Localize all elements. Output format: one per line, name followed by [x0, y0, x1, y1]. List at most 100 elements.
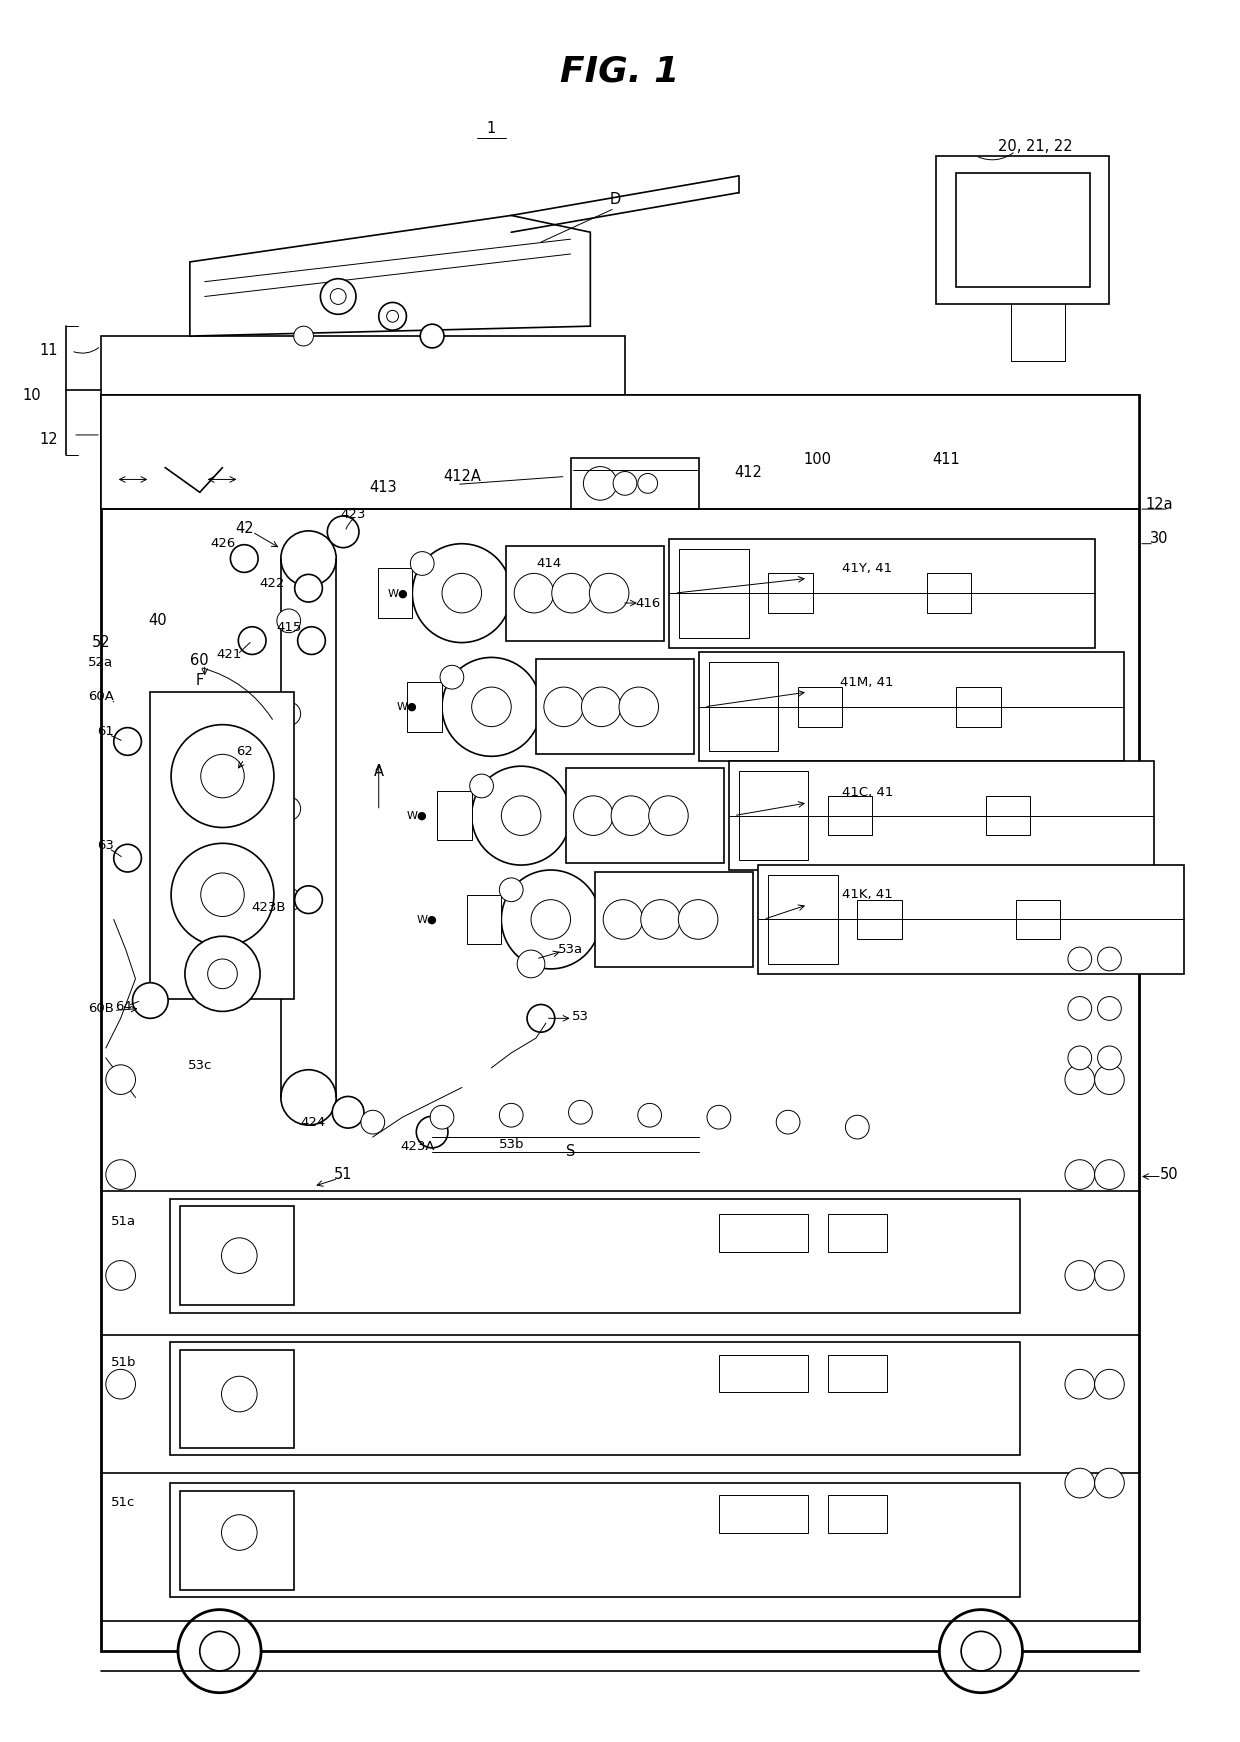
Bar [699, 653, 1125, 761]
Circle shape [582, 686, 621, 726]
Text: 51: 51 [334, 1167, 352, 1183]
Text: 10: 10 [22, 388, 41, 402]
Text: 53a: 53a [558, 942, 583, 956]
Circle shape [295, 887, 322, 913]
Circle shape [294, 326, 314, 347]
Circle shape [470, 773, 494, 798]
Text: 42: 42 [234, 521, 253, 537]
Text: 11: 11 [40, 343, 58, 359]
Circle shape [417, 1117, 448, 1148]
Text: 51b: 51b [110, 1355, 136, 1369]
Circle shape [105, 1369, 135, 1399]
Circle shape [500, 1103, 523, 1127]
Bar [719, 1355, 808, 1392]
Text: 53b: 53b [498, 1139, 525, 1151]
Circle shape [471, 766, 570, 866]
Circle shape [105, 1160, 135, 1190]
Bar [719, 1214, 808, 1252]
Bar [759, 866, 1184, 974]
Circle shape [641, 899, 681, 939]
Text: 422: 422 [259, 577, 285, 591]
Text: 415: 415 [277, 622, 301, 634]
Bar [739, 772, 808, 861]
Circle shape [222, 1239, 257, 1273]
Circle shape [430, 1106, 454, 1129]
Bar [709, 662, 779, 751]
Bar [827, 1355, 887, 1392]
Circle shape [332, 1096, 363, 1129]
Text: 64: 64 [115, 1000, 131, 1012]
Circle shape [846, 1115, 869, 1139]
Text: 62: 62 [236, 746, 253, 758]
Text: W●: W● [397, 702, 418, 712]
Circle shape [637, 1103, 661, 1127]
Bar [466, 895, 501, 944]
Text: 423: 423 [340, 507, 366, 521]
Bar [827, 796, 872, 836]
Text: 12: 12 [40, 432, 58, 448]
Circle shape [531, 899, 570, 939]
Circle shape [940, 1610, 1023, 1693]
Bar [956, 172, 1090, 287]
Bar [827, 1495, 887, 1533]
Circle shape [1065, 1064, 1095, 1094]
Circle shape [114, 845, 141, 873]
Bar [769, 874, 837, 963]
Circle shape [185, 935, 260, 1012]
Text: 60: 60 [191, 653, 210, 667]
Circle shape [114, 728, 141, 756]
Circle shape [1095, 1064, 1125, 1094]
Circle shape [637, 474, 657, 493]
Bar [170, 1198, 1021, 1313]
Text: 40: 40 [148, 613, 166, 629]
Bar [1016, 899, 1060, 939]
Bar [506, 545, 665, 641]
Text: 100: 100 [804, 453, 832, 467]
Text: 416: 416 [635, 596, 661, 610]
Text: 414: 414 [536, 557, 562, 570]
Text: 41K, 41: 41K, 41 [842, 888, 893, 901]
Circle shape [200, 1632, 239, 1671]
Circle shape [569, 1101, 593, 1124]
Circle shape [410, 552, 434, 575]
Bar [719, 1495, 808, 1533]
Circle shape [1097, 996, 1121, 1021]
Text: 30: 30 [1149, 531, 1168, 547]
Circle shape [678, 899, 718, 939]
Circle shape [552, 573, 591, 613]
Circle shape [413, 544, 511, 643]
Bar [670, 538, 1095, 648]
Circle shape [330, 289, 346, 305]
Text: 53c: 53c [187, 1059, 212, 1073]
Circle shape [105, 1064, 135, 1094]
Circle shape [420, 324, 444, 348]
Circle shape [441, 573, 481, 613]
Circle shape [515, 573, 554, 613]
Text: FIG. 1: FIG. 1 [560, 54, 680, 89]
Circle shape [327, 516, 358, 547]
Text: 423B: 423B [252, 901, 286, 915]
Circle shape [1068, 996, 1091, 1021]
Circle shape [179, 1610, 262, 1693]
Circle shape [277, 610, 300, 632]
Circle shape [603, 899, 642, 939]
Circle shape [544, 686, 583, 726]
Bar [170, 1482, 1021, 1597]
Text: 51c: 51c [112, 1496, 136, 1509]
Polygon shape [190, 216, 590, 336]
Circle shape [776, 1110, 800, 1134]
Bar [769, 573, 812, 613]
Text: 411: 411 [932, 453, 960, 467]
Circle shape [527, 1005, 554, 1033]
Circle shape [1095, 1261, 1125, 1291]
Circle shape [105, 1261, 135, 1291]
Circle shape [583, 467, 618, 500]
Bar [170, 1341, 1021, 1455]
Circle shape [231, 545, 258, 573]
Circle shape [500, 878, 523, 902]
Text: 52: 52 [92, 636, 110, 650]
Text: 12a: 12a [1145, 496, 1173, 512]
Bar [857, 899, 901, 939]
Bar [565, 768, 724, 862]
Bar [100, 395, 1140, 1651]
